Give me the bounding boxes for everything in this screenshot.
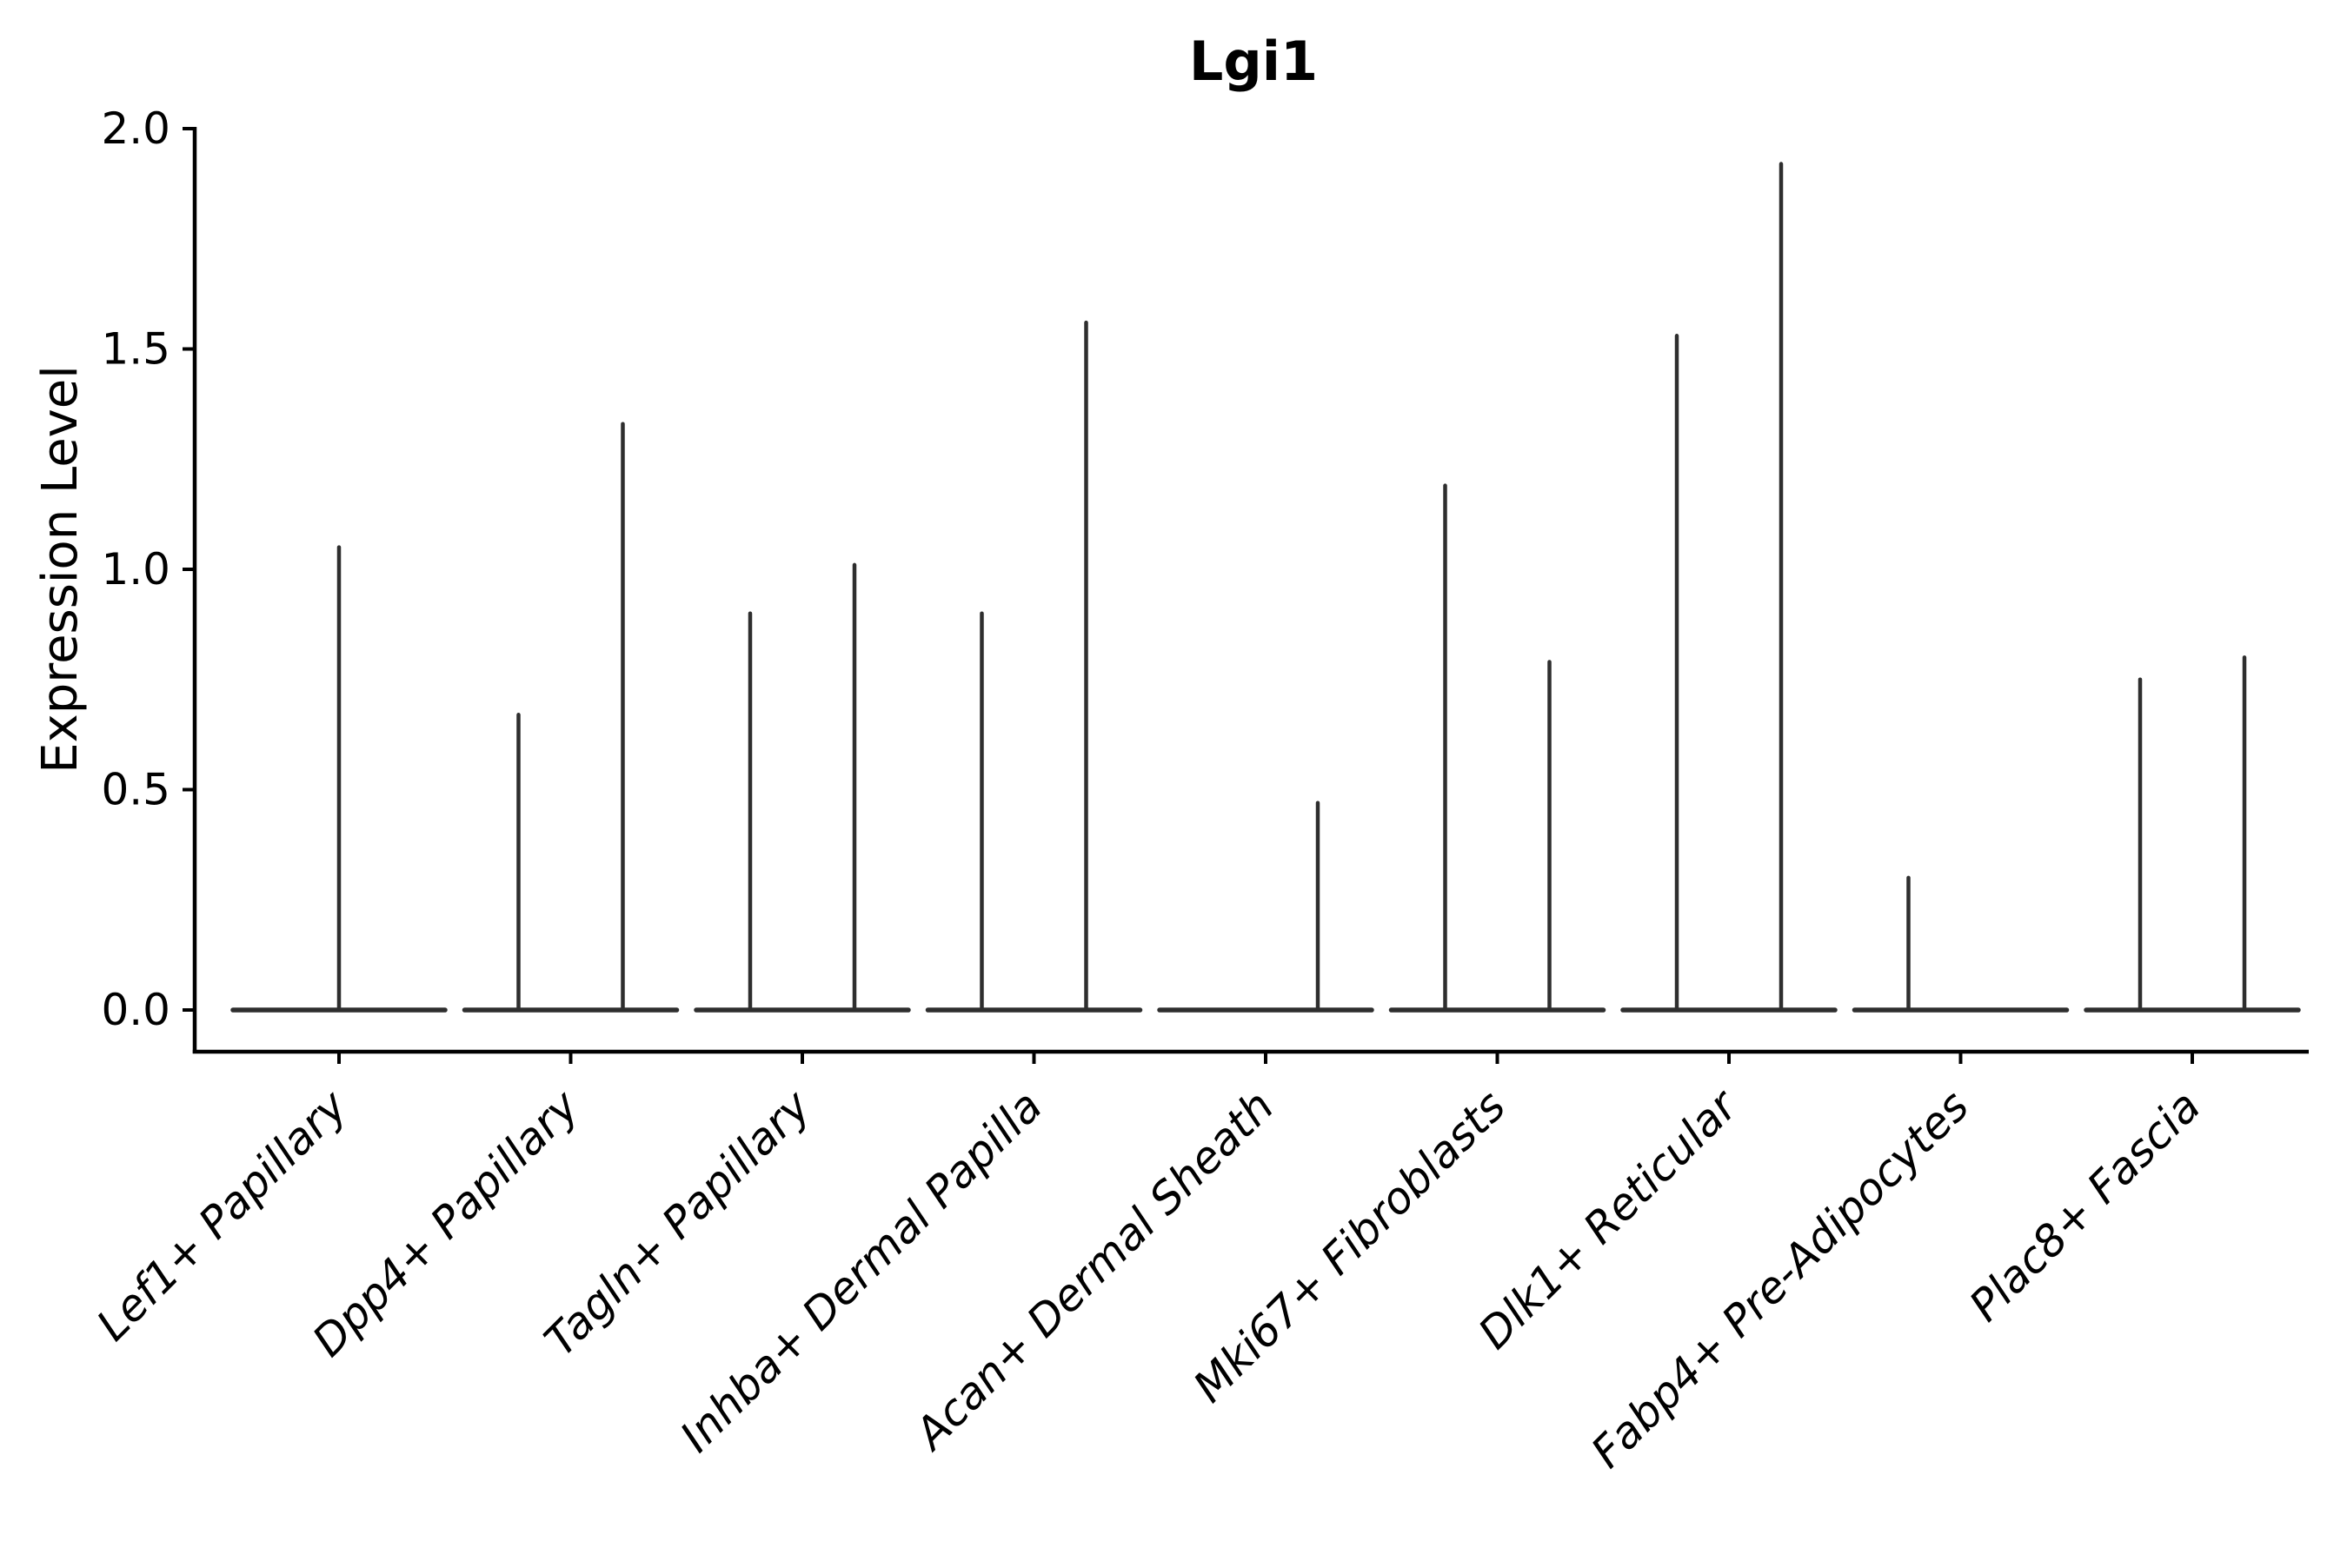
y-tick-label: 0.0: [101, 985, 170, 1035]
x-category-label: Lef1+ Papillary: [87, 1080, 357, 1350]
chart-title: Lgi1: [1189, 30, 1318, 93]
y-axis-ticks: 2.0 1.5 1.0 0.5 0.0: [101, 103, 195, 1035]
x-category-label: Fabp4+ Pre-Adipocytes: [1581, 1080, 1978, 1478]
x-axis-ticks: [337, 1052, 2194, 1064]
y-axis-label: Expression Level: [32, 365, 89, 774]
y-tick-label: 1.0: [101, 544, 170, 595]
y-tick-label: 1.5: [101, 324, 170, 375]
x-category-label: Plac8+ Fascia: [1960, 1080, 2211, 1331]
violins: [230, 162, 2301, 1013]
y-tick-label: 0.5: [101, 765, 170, 815]
y-tick-label: 2.0: [101, 103, 170, 154]
